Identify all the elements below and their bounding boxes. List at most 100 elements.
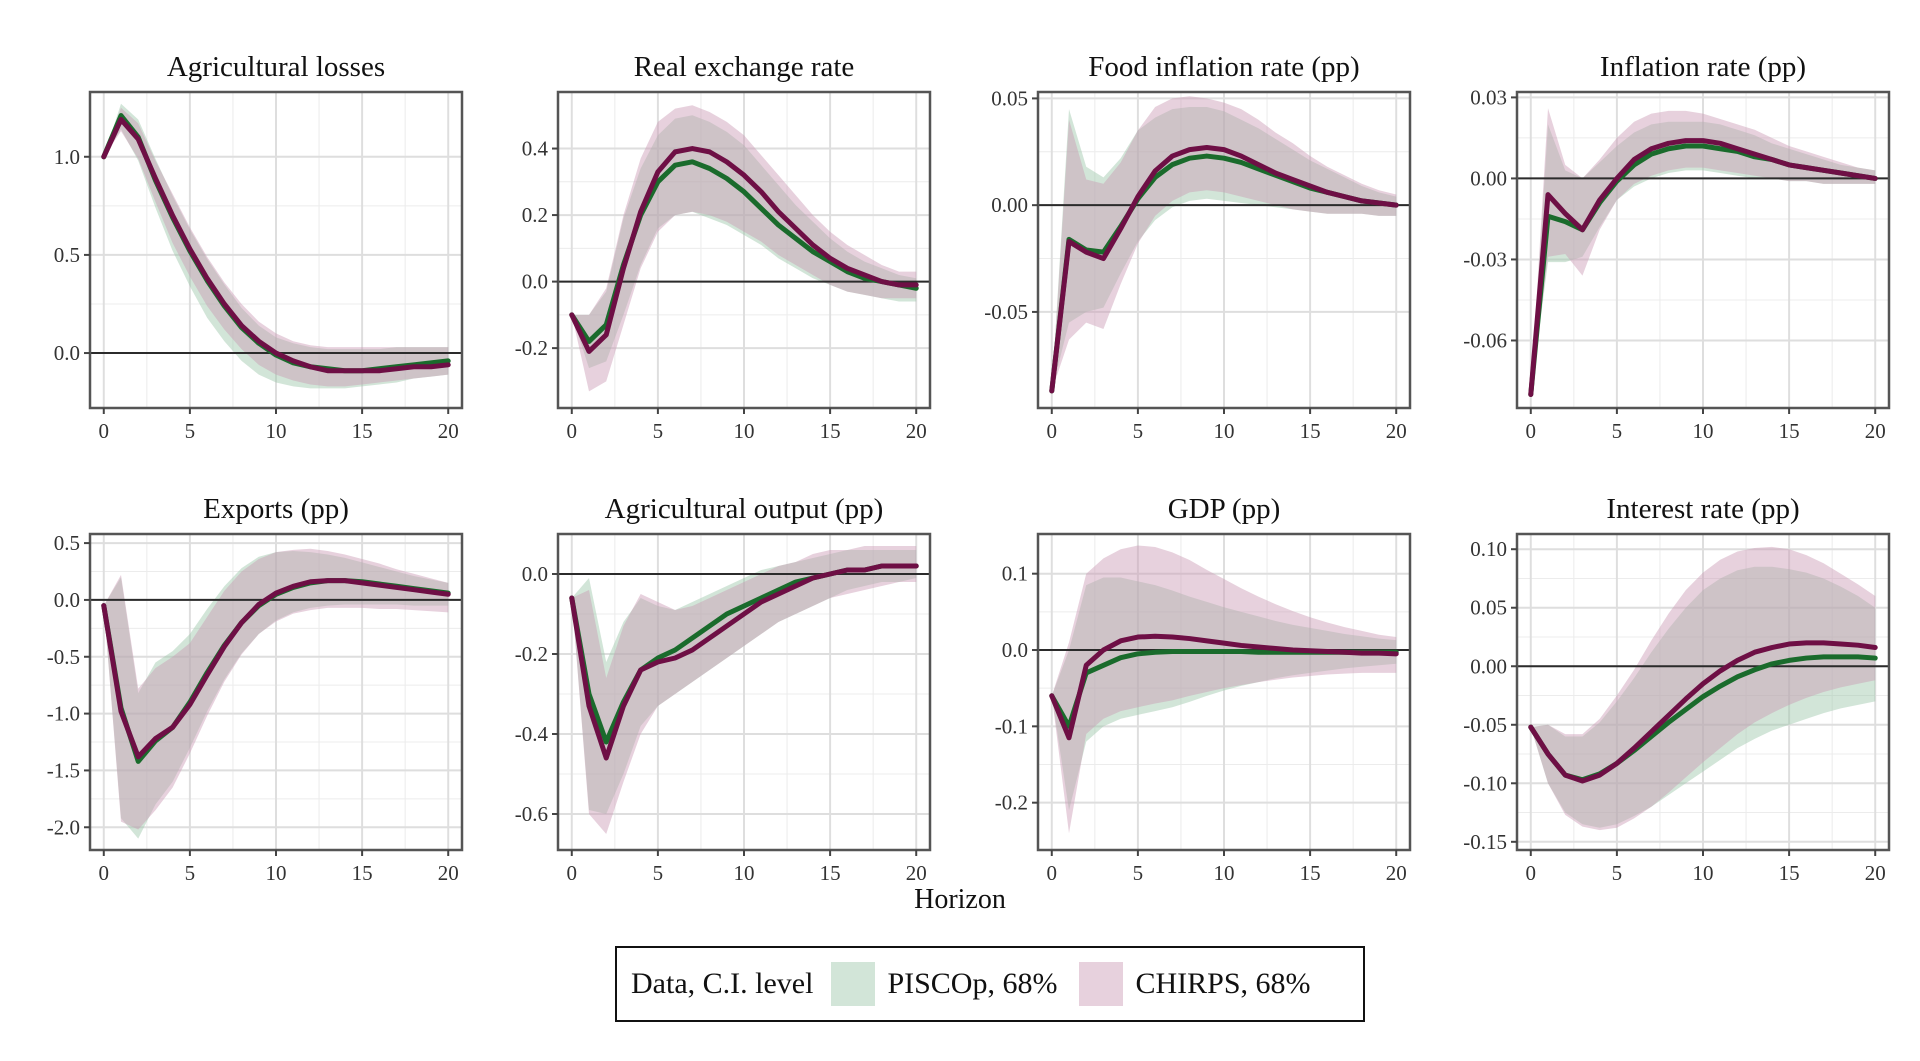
plot-area: [1038, 96, 1410, 394]
series-line-chirps-68: [569, 563, 919, 761]
x-tick-label: 5: [1612, 861, 1623, 885]
x-tick-label: 20: [906, 861, 927, 885]
series-line-chirps-68: [1528, 138, 1878, 397]
x-tick-label: 15: [820, 861, 841, 885]
band-chirps-68: [1051, 545, 1397, 834]
y-tick-label: 0.5: [54, 243, 80, 267]
x-tick-label: 0: [99, 419, 110, 443]
band-piscop-68: [103, 551, 449, 839]
x-tick-label: 5: [653, 419, 664, 443]
band-chirps-68: [571, 546, 917, 834]
band-chirps-68: [1530, 546, 1876, 831]
plot-area: [90, 548, 462, 839]
panel-title: GDP (pp): [1168, 493, 1281, 525]
y-tick-label: 0.0: [522, 270, 548, 294]
x-tick-label: 15: [1779, 419, 1800, 443]
x-tick-label: 15: [352, 419, 373, 443]
band-piscop-68: [1530, 121, 1876, 395]
panel-title: Food inflation rate (pp): [1088, 51, 1359, 83]
y-tick-label: 0.5: [54, 531, 80, 555]
y-tick-label: -0.5: [47, 645, 80, 669]
y-tick-label: -0.05: [984, 300, 1028, 324]
legend: Data, C.I. level PISCOp, 68% CHIRPS, 68%: [615, 946, 1365, 1022]
x-tick-label: 0: [99, 861, 110, 885]
x-tick-label: 5: [1133, 419, 1144, 443]
panel-title: Real exchange rate: [634, 51, 855, 83]
panel-title: Agricultural losses: [167, 51, 385, 83]
plot-area: [558, 105, 930, 392]
y-tick-label: 0.0: [522, 562, 548, 586]
x-tick-label: 20: [906, 419, 927, 443]
y-tick-label: -0.2: [515, 336, 548, 360]
plot-area: [1517, 108, 1889, 397]
y-tick-label: 1.0: [54, 145, 80, 169]
x-tick-label: 10: [1693, 419, 1714, 443]
y-tick-label: -0.10: [1463, 771, 1507, 795]
y-tick-label: 0.0: [54, 341, 80, 365]
x-tick-label: 20: [438, 861, 459, 885]
series-line-chirps-68: [569, 146, 919, 354]
series-line-chirps-68: [1049, 145, 1399, 394]
x-tick-label: 5: [653, 861, 664, 885]
x-tick-label: 10: [1693, 861, 1714, 885]
x-tick-label: 10: [266, 861, 287, 885]
x-tick-label: 5: [185, 861, 196, 885]
x-tick-label: 0: [1526, 419, 1537, 443]
x-tick-label: 20: [1865, 861, 1886, 885]
x-tick-label: 5: [1133, 861, 1144, 885]
series-line-chirps-68: [101, 116, 451, 374]
panel-title: Agricultural output (pp): [605, 493, 884, 525]
y-tick-label: -0.15: [1463, 830, 1507, 854]
band-chirps-68: [1051, 96, 1397, 391]
band-chirps-68: [103, 548, 449, 830]
y-tick-label: 0.00: [1470, 166, 1507, 190]
x-tick-label: 0: [1047, 419, 1058, 443]
x-tick-label: 10: [734, 419, 755, 443]
x-tick-label: 20: [1386, 861, 1407, 885]
y-tick-label: -0.4: [515, 722, 549, 746]
y-tick-label: 0.2: [522, 203, 548, 227]
x-tick-label: 5: [1612, 419, 1623, 443]
y-tick-label: 0.1: [1002, 562, 1028, 586]
legend-label-chirps: CHIRPS, 68%: [1135, 967, 1311, 1000]
y-tick-label: -0.05: [1463, 713, 1507, 737]
panel-agricultural-losses: Agricultural losses 0 5 10 15 20 0.0 0.5 1.0: [54, 51, 464, 443]
panel-title: Inflation rate (pp): [1600, 51, 1806, 83]
panel-interest-rate-pp: Interest rate (pp) 0 5 10 15 20 -0.15 -0.10 -0.0…: [1463, 493, 1891, 885]
band-piscop-68: [571, 550, 917, 814]
panel-title: Exports (pp): [203, 493, 349, 525]
y-tick-label: 0.00: [991, 193, 1028, 217]
x-tick-label: 20: [1386, 419, 1407, 443]
y-tick-label: -1.0: [47, 702, 80, 726]
y-tick-label: 0.05: [991, 86, 1028, 110]
series-line-chirps-68: [101, 578, 451, 760]
panel-food-inflation-rate-pp: Food inflation rate (pp) 0 5 10 15 20 -0.05 0.0…: [984, 51, 1412, 443]
x-tick-label: 0: [567, 861, 578, 885]
series-line-chirps-68: [1049, 633, 1399, 741]
y-tick-label: 0.0: [1002, 638, 1028, 662]
y-tick-label: -0.1: [995, 714, 1028, 738]
y-tick-label: 0.4: [522, 137, 549, 161]
panel-real-exchange-rate: Real exchange rate 0 5 10 15 20 -0.2 0.0 0.2 0.4: [515, 51, 932, 443]
series-line-chirps-68: [1528, 640, 1878, 784]
y-tick-label: -0.06: [1463, 328, 1507, 352]
y-tick-label: -0.2: [995, 791, 1028, 815]
y-tick-label: -2.0: [47, 815, 80, 839]
panel-exports-pp: Exports (pp) 0 5 10 15 20 -2.0 -1.5 -1.0 -0.5 0.0 0…: [47, 493, 464, 885]
x-tick-label: 10: [1214, 419, 1235, 443]
y-tick-label: 0.05: [1470, 596, 1507, 620]
y-tick-label: 0.10: [1470, 537, 1507, 561]
x-tick-label: 20: [438, 419, 459, 443]
band-piscop-68: [1051, 106, 1397, 391]
legend-key-piscop: [831, 962, 876, 1006]
panel-gdp-pp: GDP (pp) 0 5 10 15 20 -0.2 -0.1 0.0 0.1: [995, 493, 1412, 885]
panel-inflation-rate-pp: Inflation rate (pp) 0 5 10 15 20 -0.06 -0.03 0.0…: [1463, 51, 1891, 443]
legend-title: Data, C.I. level: [631, 967, 814, 1000]
x-tick-label: 10: [1214, 861, 1235, 885]
panel-agricultural-output-pp: Agricultural output (pp) 0 5 10 15 20 -0.6 -0.4…: [515, 493, 932, 885]
panel-title: Interest rate (pp): [1606, 493, 1799, 525]
y-tick-label: -0.2: [515, 642, 548, 666]
y-tick-label: 0.03: [1470, 85, 1507, 109]
x-tick-label: 10: [266, 419, 287, 443]
